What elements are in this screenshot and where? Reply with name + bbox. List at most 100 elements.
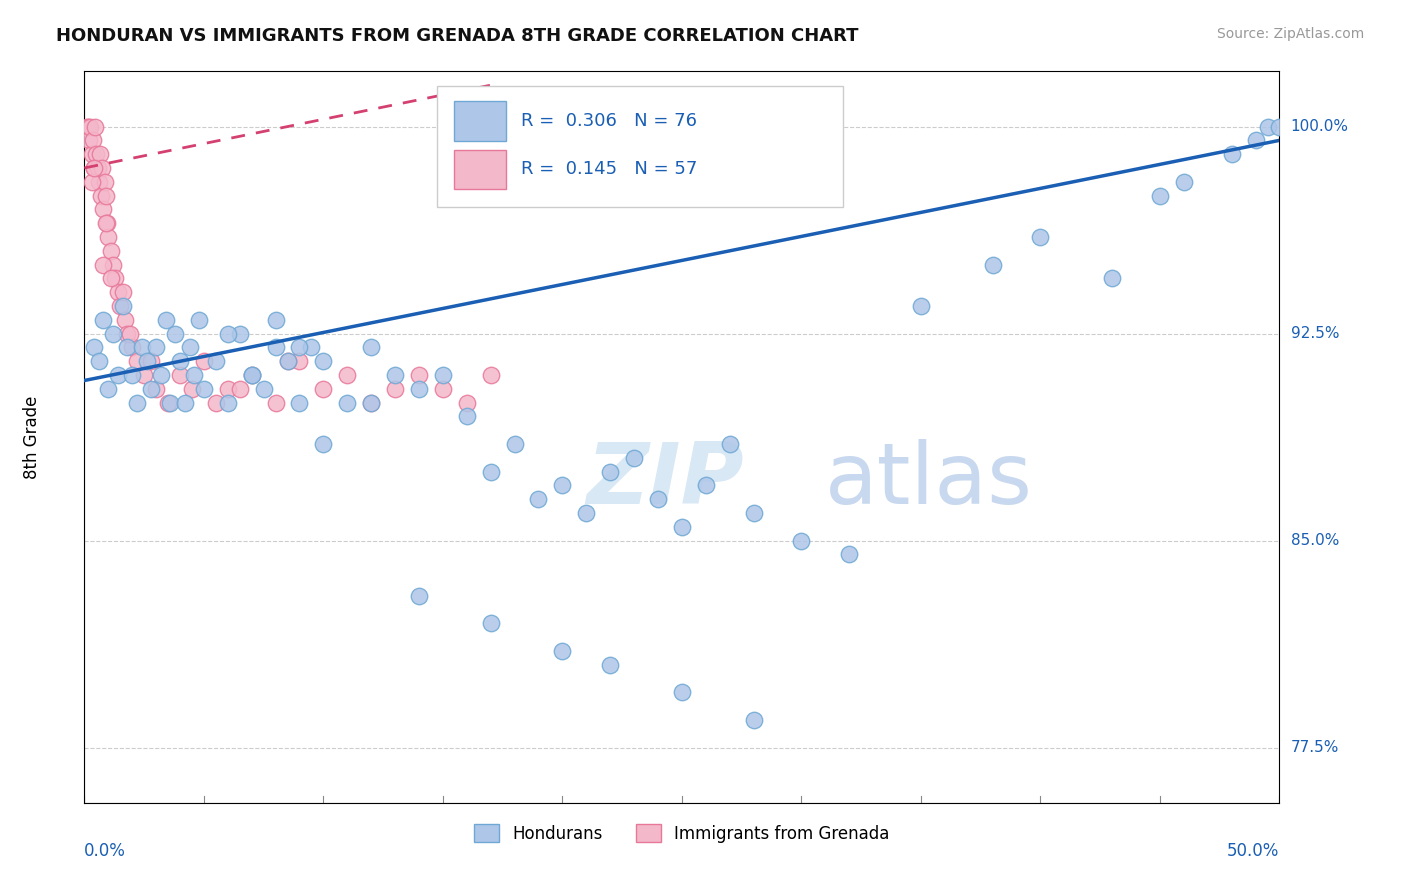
Point — [456, 409, 478, 424]
Point — [408, 589, 430, 603]
Point — [623, 450, 645, 465]
Point — [169, 368, 191, 382]
Point — [551, 478, 574, 492]
Point — [107, 368, 129, 382]
Point — [111, 299, 134, 313]
Point — [87, 354, 110, 368]
Point — [101, 326, 124, 341]
Point — [479, 368, 502, 382]
Point — [121, 368, 143, 382]
Point — [100, 271, 122, 285]
Point — [456, 395, 478, 409]
Point — [1244, 133, 1267, 147]
Point — [1029, 230, 1052, 244]
Point — [790, 533, 813, 548]
Point — [671, 685, 693, 699]
Point — [188, 312, 211, 326]
Point — [312, 437, 335, 451]
Point — [141, 354, 163, 368]
FancyBboxPatch shape — [437, 86, 844, 207]
Text: HONDURAN VS IMMIGRANTS FROM GRENADA 8TH GRADE CORRELATION CHART: HONDURAN VS IMMIGRANTS FROM GRENADA 8TH … — [56, 27, 859, 45]
Point — [114, 312, 136, 326]
Point — [288, 340, 311, 354]
Text: Source: ZipAtlas.com: Source: ZipAtlas.com — [1216, 27, 1364, 41]
Point — [838, 548, 860, 562]
FancyBboxPatch shape — [454, 150, 506, 189]
Point — [217, 395, 239, 409]
Point — [240, 368, 263, 382]
Point — [111, 285, 134, 300]
Point — [408, 368, 430, 382]
FancyBboxPatch shape — [454, 102, 506, 141]
Point — [82, 133, 104, 147]
Point — [503, 437, 526, 451]
Point — [240, 368, 263, 382]
Point — [432, 382, 454, 396]
Point — [384, 382, 406, 396]
Point — [76, 120, 98, 134]
Point — [145, 382, 167, 396]
Point — [1268, 120, 1291, 134]
Point — [277, 354, 299, 368]
Point — [647, 492, 669, 507]
Point — [432, 368, 454, 382]
Point — [91, 161, 114, 175]
Point — [97, 382, 120, 396]
Point — [131, 340, 153, 354]
Point — [229, 382, 252, 396]
Point — [479, 616, 502, 631]
Point — [360, 395, 382, 409]
Point — [193, 382, 215, 396]
Point — [110, 299, 132, 313]
Point — [145, 340, 167, 354]
Point — [80, 147, 103, 161]
Point — [264, 340, 287, 354]
Point — [118, 326, 141, 341]
Point — [89, 147, 111, 161]
Point — [104, 271, 127, 285]
Point — [277, 354, 299, 368]
Point — [132, 368, 156, 382]
Point — [107, 285, 129, 300]
Point — [312, 382, 335, 396]
Point — [301, 340, 323, 354]
Point — [360, 395, 382, 409]
Point — [86, 161, 108, 175]
Point — [193, 354, 215, 368]
Point — [83, 161, 105, 175]
Point — [1220, 147, 1243, 161]
Point — [101, 258, 124, 272]
Point — [94, 216, 117, 230]
Point — [229, 326, 252, 341]
Point — [575, 506, 598, 520]
Point — [264, 395, 287, 409]
Point — [97, 230, 120, 244]
Point — [90, 188, 112, 202]
Text: 92.5%: 92.5% — [1291, 326, 1339, 341]
Point — [117, 326, 139, 341]
Point — [173, 395, 195, 409]
Point — [169, 354, 191, 368]
Point — [125, 354, 148, 368]
Point — [1101, 271, 1123, 285]
Point — [384, 368, 406, 382]
Point — [183, 368, 205, 382]
Point — [121, 340, 143, 354]
Point — [83, 161, 105, 175]
Text: 77.5%: 77.5% — [1291, 740, 1339, 756]
Point — [179, 340, 201, 354]
Text: 50.0%: 50.0% — [1227, 842, 1279, 860]
Point — [408, 382, 430, 396]
Point — [117, 340, 139, 354]
Point — [718, 437, 741, 451]
Point — [93, 175, 115, 189]
Point — [479, 465, 502, 479]
Point — [981, 258, 1004, 272]
Point — [1173, 175, 1195, 189]
Text: atlas: atlas — [825, 440, 1033, 523]
Point — [253, 382, 276, 396]
Point — [87, 175, 110, 189]
Point — [83, 340, 105, 354]
Point — [527, 492, 550, 507]
Point — [264, 312, 287, 326]
